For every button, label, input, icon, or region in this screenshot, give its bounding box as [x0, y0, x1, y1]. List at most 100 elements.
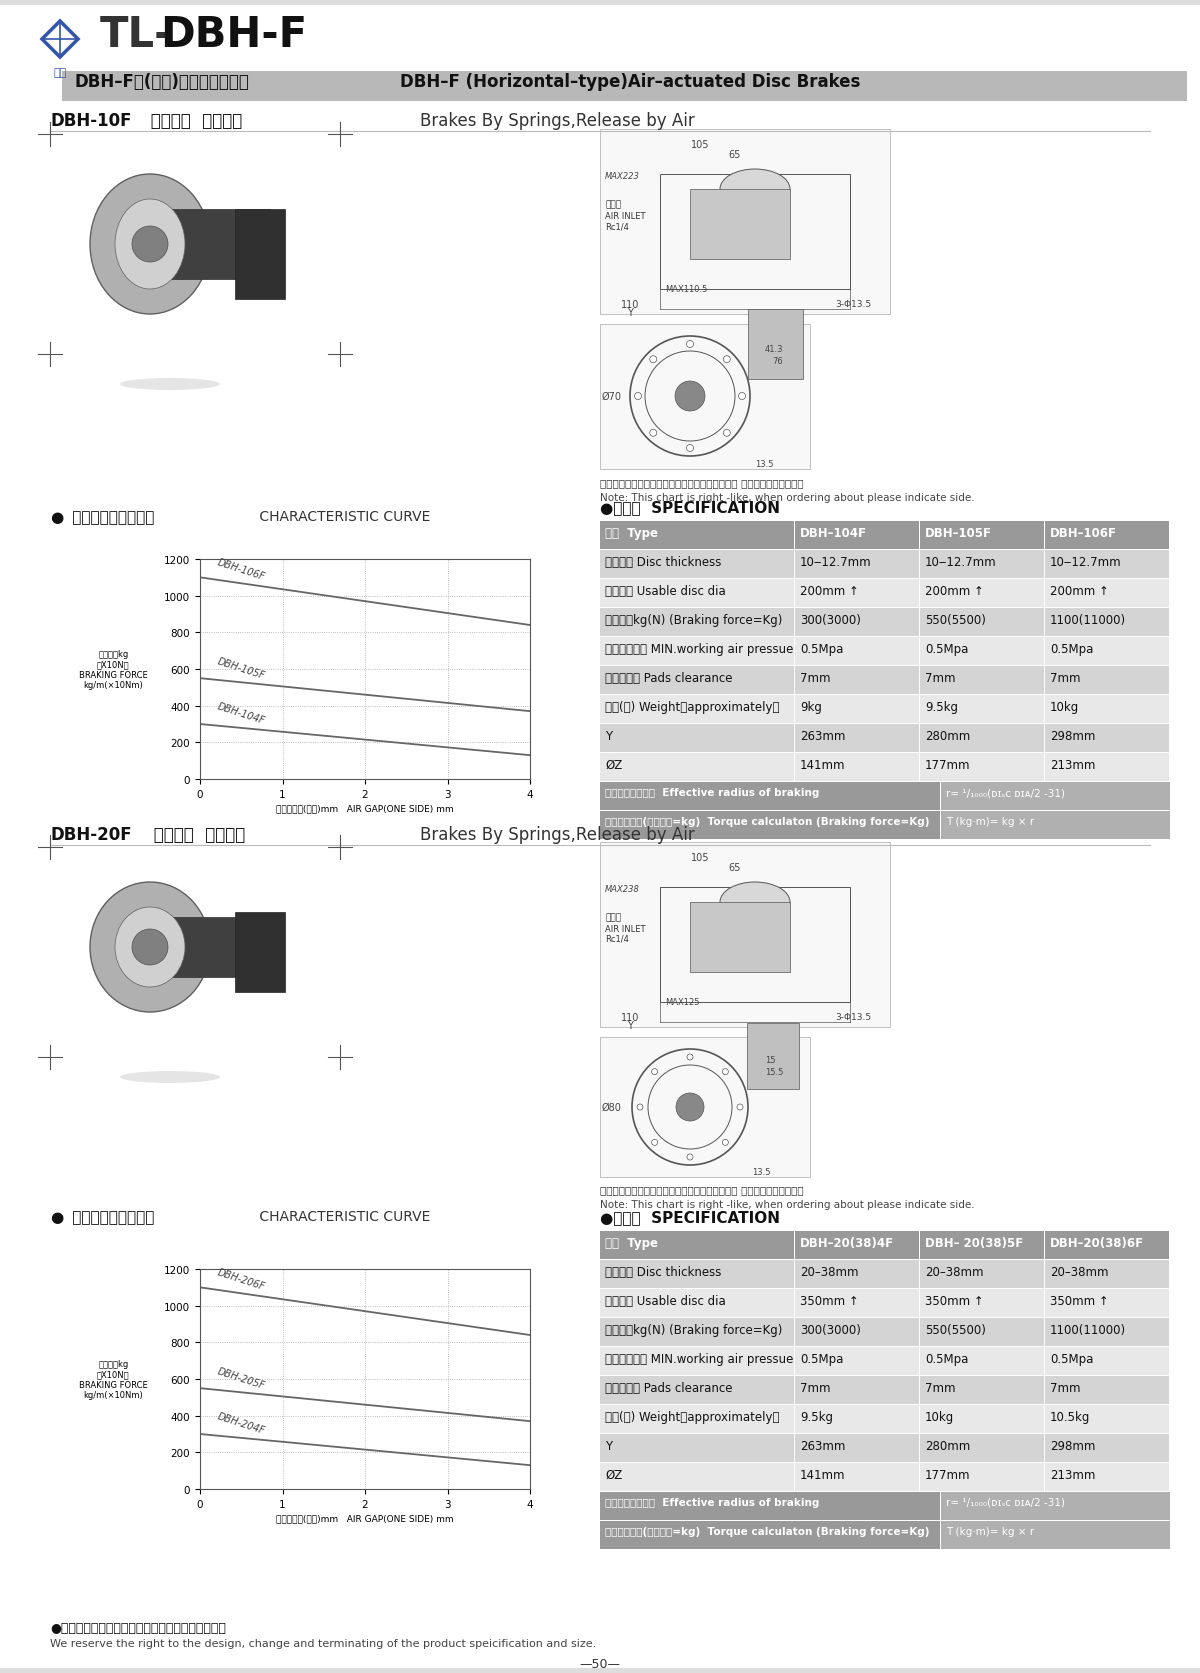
Text: 15: 15	[766, 1056, 775, 1064]
Text: 彈簧制動  空壓釋放: 彈簧制動 空壓釋放	[148, 825, 245, 843]
Bar	[920, 1377, 1044, 1404]
Bar	[600, 724, 794, 753]
Bar	[1045, 637, 1169, 666]
Polygon shape	[38, 18, 82, 62]
Bar	[920, 1231, 1044, 1260]
Text: 圓盤厕度 Disc thickness: 圓盤厕度 Disc thickness	[605, 1265, 721, 1278]
Text: 轉矩計算公式(制動推力=kg)  Torque calculaton (Braking force=Kg): 轉矩計算公式(制動推力=kg) Torque calculaton (Braki…	[605, 1526, 930, 1536]
Text: 1100(11000): 1100(11000)	[1050, 614, 1126, 627]
Bar	[748, 310, 803, 380]
Text: CHARACTERISTIC CURVE: CHARACTERISTIC CURVE	[256, 1210, 431, 1223]
Text: 110: 110	[620, 1012, 640, 1022]
Text: 最小釋放壓力 MIN.working air pressue: 最小釋放壓力 MIN.working air pressue	[605, 642, 793, 656]
Text: 300(3000): 300(3000)	[800, 614, 860, 627]
Bar	[150, 209, 270, 279]
Text: DBH–105F: DBH–105F	[925, 527, 992, 540]
Bar	[600, 579, 794, 607]
Bar	[600, 1405, 794, 1434]
Bar	[1045, 696, 1169, 723]
Bar	[600, 130, 890, 315]
Text: 350mm ↑: 350mm ↑	[925, 1295, 984, 1307]
Text: 177mm: 177mm	[925, 1469, 971, 1481]
Circle shape	[132, 930, 168, 965]
Bar	[600, 666, 794, 694]
Text: DBH-105F: DBH-105F	[216, 656, 266, 681]
Text: DBH-20F: DBH-20F	[50, 825, 132, 843]
X-axis label: 摩擦片磨耗(單面)mm   AIR GAP(ONE SIDE) mm: 摩擦片磨耗(單面)mm AIR GAP(ONE SIDE) mm	[276, 1512, 454, 1522]
Text: 20–38mm: 20–38mm	[1050, 1265, 1109, 1278]
Bar	[796, 637, 919, 666]
Circle shape	[652, 1139, 658, 1146]
Ellipse shape	[115, 199, 185, 289]
Text: Y: Y	[605, 1439, 612, 1452]
Bar	[920, 1405, 1044, 1434]
Bar	[796, 1347, 919, 1375]
Bar	[600, 1377, 794, 1404]
Bar	[920, 1318, 1044, 1347]
Text: 105: 105	[691, 141, 709, 151]
Text: 注：臥式型磹式制動器分左右兩式，此圖為右式， 訂貨時請注明左右邊。: 注：臥式型磹式制動器分左右兩式，此圖為右式， 訂貨時請注明左右邊。	[600, 478, 804, 489]
Text: DBH-204F: DBH-204F	[216, 1410, 266, 1435]
Bar	[600, 783, 940, 810]
Bar	[796, 1260, 919, 1288]
Text: 7mm: 7mm	[925, 1382, 955, 1394]
Text: 65: 65	[728, 863, 742, 873]
Bar	[796, 1290, 919, 1317]
Text: ●本公司保留產品規格尺式設計變更及停用之權利。: ●本公司保留產品規格尺式設計變更及停用之權利。	[50, 1621, 226, 1635]
Text: 110: 110	[620, 299, 640, 310]
Text: DBH-F: DBH-F	[160, 13, 307, 55]
Text: 263mm: 263mm	[800, 729, 845, 743]
X-axis label: 摩擦片磨耗(單面)mm   AIR GAP(ONE SIDE) mm: 摩擦片磨耗(單面)mm AIR GAP(ONE SIDE) mm	[276, 803, 454, 813]
Bar	[1045, 1260, 1169, 1288]
Text: 台菱: 台菱	[53, 69, 67, 79]
Text: 298mm: 298mm	[1050, 729, 1096, 743]
Text: ●規格表  SPECIFICATION: ●規格表 SPECIFICATION	[600, 1210, 780, 1225]
Bar	[920, 550, 1044, 579]
Bar	[1045, 579, 1169, 607]
Text: 20–38mm: 20–38mm	[925, 1265, 984, 1278]
Text: r= ¹/₁₀₀₀(ᴅɪₛᴄ ᴅɪᴀ/2 -31): r= ¹/₁₀₀₀(ᴅɪₛᴄ ᴅɪᴀ/2 -31)	[946, 1497, 1066, 1507]
Text: 制動推力kg(N) (Braking force=Kg): 制動推力kg(N) (Braking force=Kg)	[605, 1323, 782, 1337]
Bar	[600, 325, 810, 470]
Text: DBH– 20(38)5F: DBH– 20(38)5F	[925, 1236, 1024, 1250]
Ellipse shape	[120, 1071, 220, 1084]
Text: TL-: TL-	[100, 13, 173, 55]
Text: 重量(約) Weight（approximately）: 重量(約) Weight（approximately）	[605, 701, 780, 714]
Bar	[1045, 1464, 1169, 1491]
Text: 141mm: 141mm	[800, 758, 846, 771]
Text: ØZ: ØZ	[605, 758, 623, 771]
Bar	[920, 696, 1044, 723]
Bar	[600, 637, 794, 666]
Circle shape	[637, 1104, 643, 1111]
Text: 圓盤直徑 Usable disc dia: 圓盤直徑 Usable disc dia	[605, 584, 726, 597]
Text: 0.5Mpa: 0.5Mpa	[1050, 1352, 1093, 1365]
Text: 0.5Mpa: 0.5Mpa	[1050, 642, 1093, 656]
Circle shape	[635, 393, 642, 400]
Text: 圓盤直徑 Usable disc dia: 圓盤直徑 Usable disc dia	[605, 1295, 726, 1307]
Bar	[941, 783, 1170, 810]
Text: CHARACTERISTIC CURVE: CHARACTERISTIC CURVE	[256, 510, 431, 524]
Text: ●規格表  SPECIFICATION: ●規格表 SPECIFICATION	[600, 500, 780, 515]
Bar	[920, 1347, 1044, 1375]
Circle shape	[686, 341, 694, 348]
Bar	[796, 550, 919, 579]
Bar	[600, 811, 940, 840]
Bar	[0, 1668, 1200, 1673]
Text: 141mm: 141mm	[800, 1469, 846, 1481]
Text: 200mm ↑: 200mm ↑	[800, 584, 859, 597]
Circle shape	[724, 356, 731, 363]
Text: Brakes By Springs,Release by Air: Brakes By Springs,Release by Air	[420, 825, 695, 843]
Text: 20–38mm: 20–38mm	[800, 1265, 858, 1278]
Bar	[150, 917, 265, 977]
Text: 進氣口: 進氣口	[605, 199, 622, 209]
Bar	[920, 666, 1044, 694]
Text: Rc1/4: Rc1/4	[605, 935, 629, 944]
Text: 76: 76	[772, 356, 782, 366]
Bar	[796, 696, 919, 723]
Text: MAX125: MAX125	[665, 997, 700, 1007]
Text: DBH–F (Horizontal–type)Air–actuated Disc Brakes: DBH–F (Horizontal–type)Air–actuated Disc…	[400, 74, 860, 90]
Text: 7mm: 7mm	[800, 1382, 830, 1394]
Bar	[796, 522, 919, 550]
Bar	[796, 1318, 919, 1347]
Text: ØZ: ØZ	[605, 1469, 623, 1481]
